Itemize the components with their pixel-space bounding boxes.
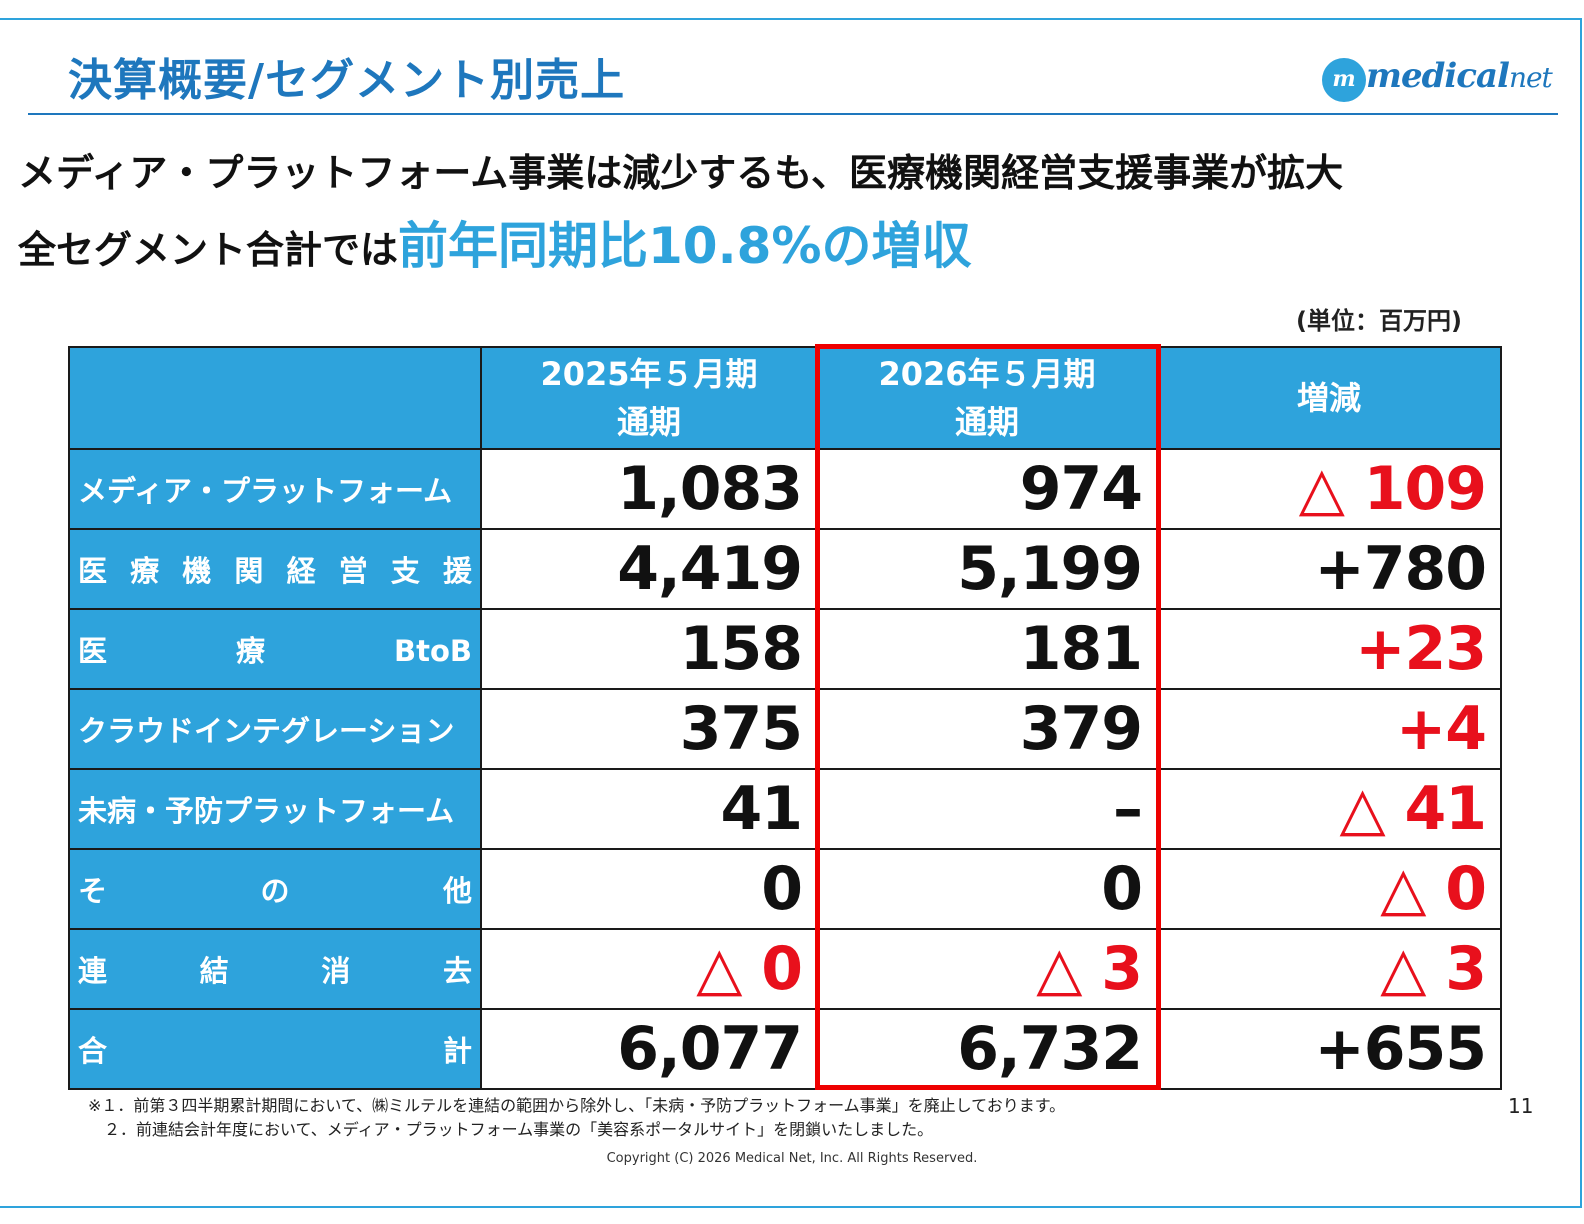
value-fy2026: 379 xyxy=(816,688,1158,770)
header-fy2026: 2026年５月期 通期 xyxy=(816,346,1158,450)
table-row: 未病・予防プラットフォーム 41– △ 41 xyxy=(68,768,1502,850)
slide-frame xyxy=(0,18,1582,1208)
value-fy2026: 5,199 xyxy=(816,528,1158,610)
header-fy2025-line2: 通期 xyxy=(616,403,681,441)
value-fy2026: 974 xyxy=(816,448,1158,530)
value-fy2025: 158 xyxy=(480,608,818,690)
headline-line-1: メディア・プラットフォーム事業は減少するも、医療機関経営支援事業が拡大 xyxy=(18,151,1344,195)
segment-sales-table: 2025年５月期 通期 2026年５月期 通期 増減 メディア・プラットフォーム 1,… xyxy=(68,346,1502,1090)
table-row: その他 0 0 △ 0 xyxy=(68,848,1502,930)
table-row: 医療BtoB 158 181 +23 xyxy=(68,608,1502,690)
header-fy2026-line1: 2026年５月期 xyxy=(878,355,1096,393)
header-segment xyxy=(68,346,482,450)
table-row: 合計 6,077 6,732 +655 xyxy=(68,1008,1502,1090)
logo-text-medical: medical xyxy=(1366,56,1510,96)
headline-line-2-emphasis: 前年同期比10.8%の増収 xyxy=(398,217,972,275)
header-fy2025-line1: 2025年５月期 xyxy=(540,355,758,393)
header-change: 増減 xyxy=(1156,346,1502,450)
table-row: 連結消去 △ 0 △ 3 △ 3 xyxy=(68,928,1502,1010)
value-fy2025: △ 0 xyxy=(480,928,818,1010)
logo-text-net: net xyxy=(1508,61,1553,94)
headline-line-2: 全セグメント合計では前年同期比10.8%の増収 xyxy=(18,206,971,278)
value-fy2025: 4,419 xyxy=(480,528,818,610)
value-change: △ 109 xyxy=(1156,448,1502,530)
footnote-1: ※１．前第３四半期累計期間において、㈱ミルテルを連結の範囲から除外し、「未病・予… xyxy=(88,1096,1066,1115)
table-row: メディア・プラットフォーム 1,083 974 △ 109 xyxy=(68,448,1502,530)
table-row: クラウドインテグレーション 375 379 +4 xyxy=(68,688,1502,770)
header-fy2026-line2: 通期 xyxy=(954,403,1019,441)
footnotes: ※１．前第３四半期累計期間において、㈱ミルテルを連結の範囲から除外し、「未病・予… xyxy=(88,1094,1065,1142)
title-divider xyxy=(28,113,1558,115)
table-header-row: 2025年５月期 通期 2026年５月期 通期 増減 xyxy=(68,346,1502,450)
segment-name: 連結消去 xyxy=(68,928,482,1010)
logo-mark-icon: m xyxy=(1322,58,1366,102)
logo-wordmark: medicalnet xyxy=(1366,56,1553,96)
table-row: 医療機関経営支援 4,419 5,199 +780 xyxy=(68,528,1502,610)
value-fy2026: △ 3 xyxy=(816,928,1158,1010)
segment-name: メディア・プラットフォーム xyxy=(68,448,482,530)
value-change: +780 xyxy=(1156,528,1502,610)
page-number: 11 xyxy=(1508,1094,1534,1118)
value-fy2026: – xyxy=(816,768,1158,850)
footnote-2: ２．前連結会計年度において、メディア・プラットフォーム事業の「美容系ポータルサイ… xyxy=(88,1120,934,1139)
company-logo: m medicalnet xyxy=(1322,52,1553,108)
value-fy2026: 6,732 xyxy=(816,1008,1158,1090)
value-fy2025: 6,077 xyxy=(480,1008,818,1090)
value-change: △ 3 xyxy=(1156,928,1502,1010)
header-fy2025: 2025年５月期 通期 xyxy=(480,346,818,450)
value-change: △ 41 xyxy=(1156,768,1502,850)
header-change-label: 増減 xyxy=(1296,379,1361,417)
value-change: +4 xyxy=(1156,688,1502,770)
segment-name: 合計 xyxy=(68,1008,482,1090)
value-change: △ 0 xyxy=(1156,848,1502,930)
value-fy2026: 0 xyxy=(816,848,1158,930)
value-fy2026: 181 xyxy=(816,608,1158,690)
headline-line-2-prefix: 全セグメント合計では xyxy=(18,228,399,272)
segment-name: その他 xyxy=(68,848,482,930)
unit-note: (単位：百万円) xyxy=(1296,307,1462,335)
value-fy2025: 41 xyxy=(480,768,818,850)
value-change: +655 xyxy=(1156,1008,1502,1090)
segment-name: 医療機関経営支援 xyxy=(68,528,482,610)
slide-title: 決算概要/セグメント別売上 xyxy=(68,55,626,106)
copyright: Copyright (C) 2026 Medical Net, Inc. All… xyxy=(606,1151,978,1166)
value-fy2025: 1,083 xyxy=(480,448,818,530)
segment-name: クラウドインテグレーション xyxy=(68,688,482,770)
segment-name: 未病・予防プラットフォーム xyxy=(68,768,482,850)
value-fy2025: 0 xyxy=(480,848,818,930)
value-change: +23 xyxy=(1156,608,1502,690)
segment-name: 医療BtoB xyxy=(68,608,482,690)
value-fy2025: 375 xyxy=(480,688,818,770)
